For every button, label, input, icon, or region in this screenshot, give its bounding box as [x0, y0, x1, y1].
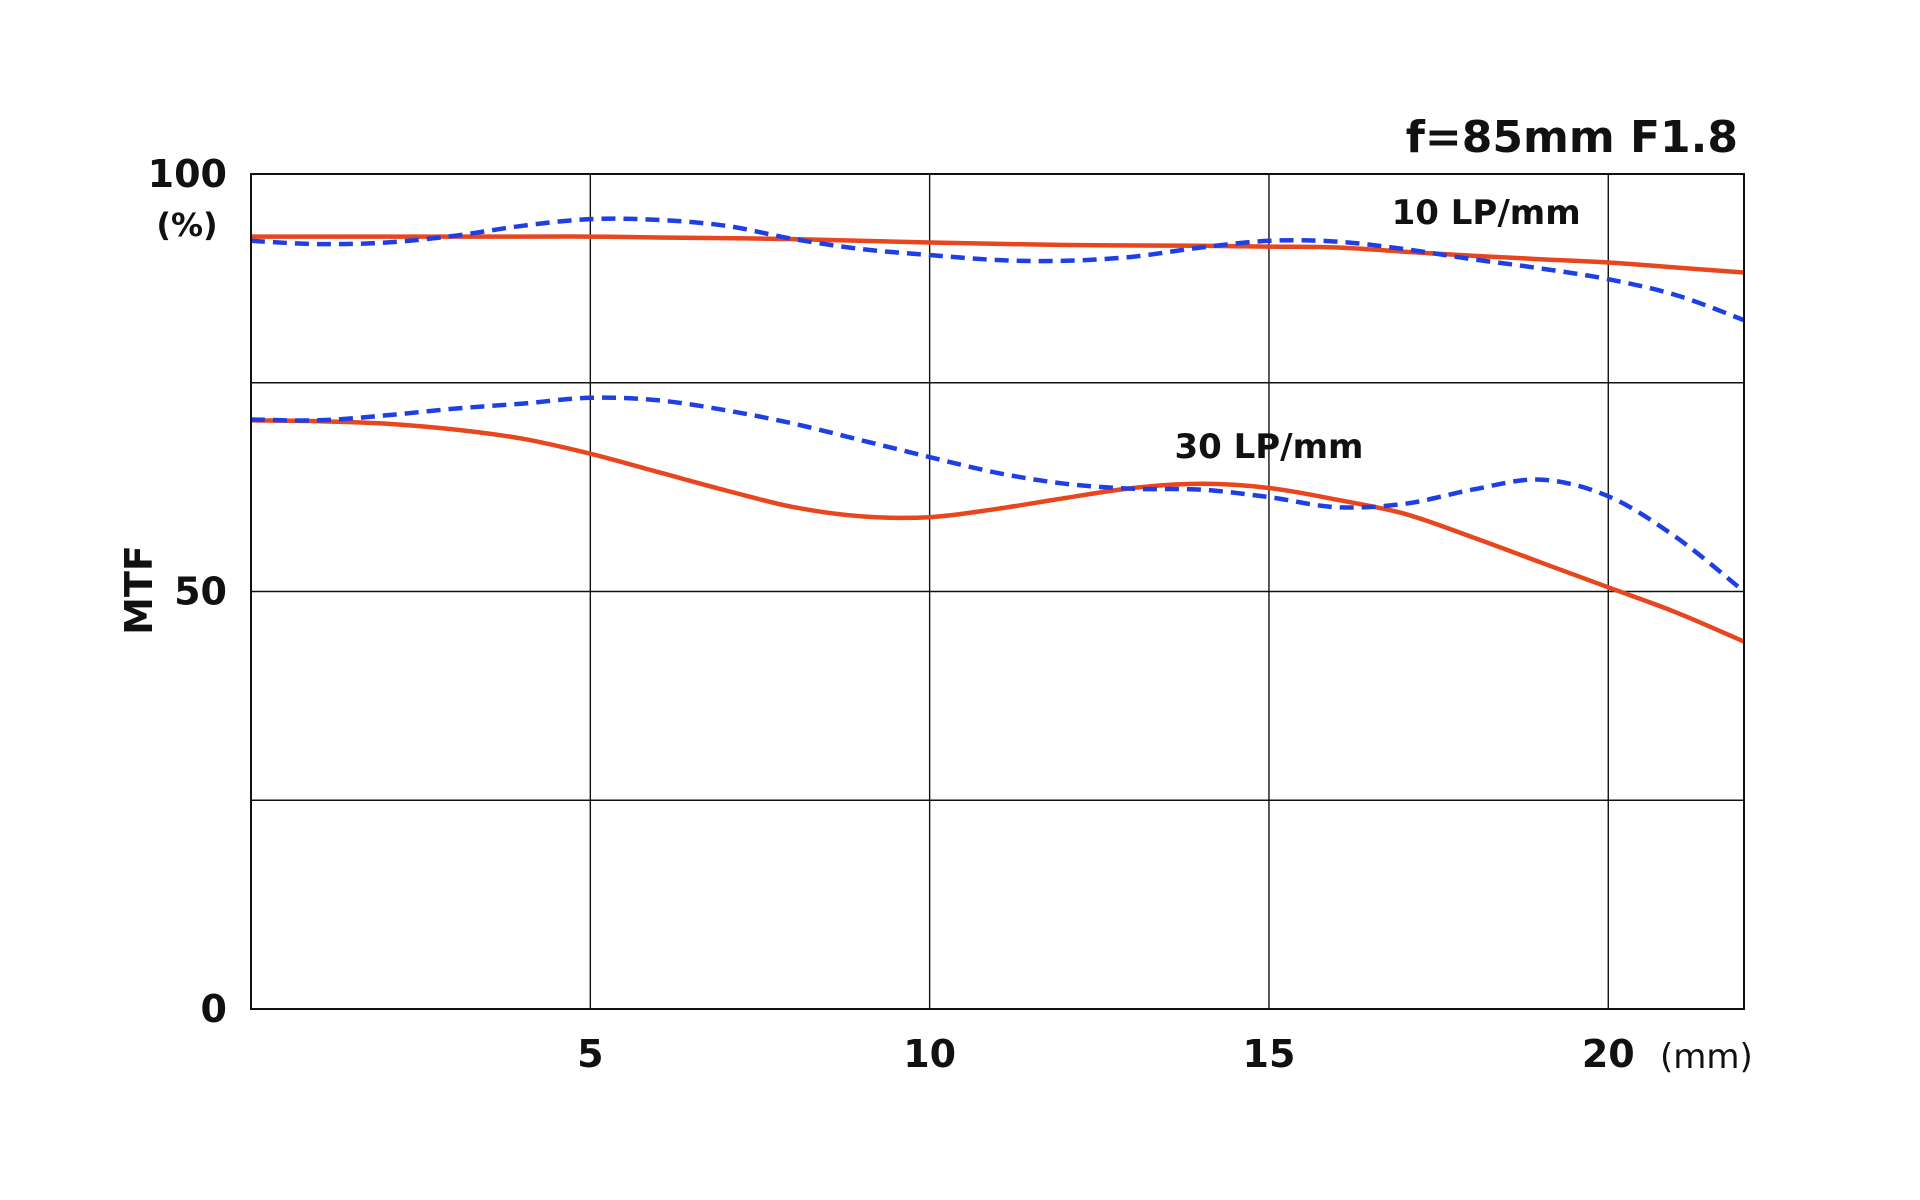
plot-frame — [250, 173, 1745, 1010]
series-layer — [250, 216, 1746, 644]
x-tick-label: 10 — [903, 1032, 956, 1076]
series-annotation: 30 LP/mm — [1174, 427, 1363, 467]
y-tick-label: 0 — [201, 987, 227, 1031]
y-tick-label: 100 — [148, 152, 227, 196]
x-tick-label: 5 — [577, 1032, 603, 1076]
series-line-10-lp-mm-solid — [250, 234, 1745, 275]
x-tick-label: 15 — [1243, 1032, 1296, 1076]
series-line-30-lp-mm-solid — [250, 418, 1745, 644]
chart-title: f=85mm F1.8 — [1406, 112, 1738, 163]
x-tick-label: 20 — [1582, 1032, 1635, 1076]
series-line-10-lp-mm-dashed — [250, 216, 1745, 323]
y-axis-label: MTF — [117, 545, 161, 635]
x-axis-unit: (mm) — [1660, 1037, 1753, 1077]
y-axis-unit: (%) — [156, 206, 217, 244]
label-layer: 5 10 15 20 100 50 0 10 LP/mm 30 LP/mm — [148, 152, 1635, 1076]
grid-layer — [251, 174, 1744, 1009]
series-annotation: 10 LP/mm — [1392, 193, 1581, 233]
series-line-30-lp-mm-dashed — [250, 395, 1746, 594]
y-tick-label: 50 — [174, 570, 227, 614]
